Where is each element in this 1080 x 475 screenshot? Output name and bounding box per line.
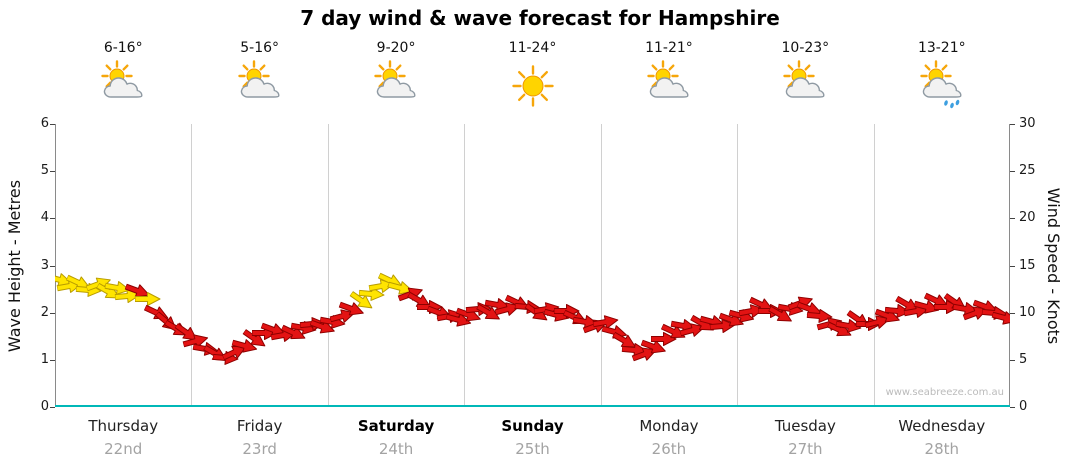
right-tick-mark (1010, 359, 1015, 361)
right-tick-mark (1010, 218, 1015, 220)
wind-arrow (806, 309, 833, 324)
day-date: 23rd (242, 440, 277, 458)
temperature-range: 5-16° (240, 40, 280, 56)
day-date: 28th (924, 440, 960, 458)
day-gridline (327, 124, 329, 407)
right-tick-mark (1010, 265, 1015, 267)
day-date: 26th (651, 440, 687, 458)
wind-arrow (991, 311, 1010, 325)
wind-arrow (884, 303, 911, 318)
wind-arrow (387, 281, 413, 295)
wind-arrow (309, 319, 335, 334)
right-tick-mark (1010, 407, 1015, 408)
day-date: 22nd (104, 440, 143, 458)
wind-arrow (640, 339, 667, 354)
day-gridline (873, 124, 875, 407)
day-name: Tuesday (774, 417, 836, 435)
day-name: Monday (639, 417, 699, 435)
wind-arrow (328, 309, 355, 324)
right-tick-mark (1010, 312, 1015, 314)
right-tick-mark (1010, 171, 1015, 173)
sun-cloud-icon (644, 60, 694, 110)
wind-arrow (231, 338, 258, 353)
day-gridline (191, 124, 193, 407)
sun-cloud-rain-icon (917, 60, 967, 110)
day-name: Wednesday (898, 417, 986, 435)
wind-arrow (631, 347, 657, 362)
wind-arrow (612, 331, 636, 348)
wind-arrow (174, 323, 197, 341)
day-gridline (600, 124, 602, 407)
wind-arrow (182, 334, 209, 348)
x-axis-line (55, 405, 1010, 407)
temperature-range: 13-21° (917, 40, 966, 56)
chart-title: 7 day wind & wave forecast for Hampshire (300, 6, 780, 30)
wind-arrow (718, 312, 745, 327)
wind-arrow (767, 305, 792, 322)
day-gridline (464, 124, 466, 407)
right-axis-label: Wind Speed - Knots (1044, 187, 1063, 345)
right-axis-line (1009, 124, 1010, 407)
day-name: Saturday (357, 417, 435, 435)
day-name: Thursday (88, 417, 159, 435)
wind-arrow (338, 301, 364, 316)
wind-arrow (660, 323, 686, 338)
sun-cloud-icon (98, 60, 148, 110)
day-date: 27th (788, 440, 823, 458)
temperature-range: 11-21° (645, 40, 693, 56)
wind-arrow (367, 279, 394, 294)
day-name: Friday (236, 417, 283, 435)
sun-icon (508, 60, 558, 110)
temperature-range: 10-23° (781, 40, 830, 56)
sun-cloud-icon (780, 60, 830, 110)
sun-cloud-icon (371, 60, 421, 110)
wind-arrow (864, 315, 891, 330)
wind-arrow (104, 281, 131, 295)
wind-arrow (349, 291, 373, 309)
day-name: Sunday (501, 417, 564, 435)
wind-arrow (280, 324, 306, 339)
left-axis-label: Wave Height - Metres (5, 179, 24, 353)
day-date: 25th (515, 440, 550, 458)
wind-arrow (494, 302, 521, 316)
watermark: www.seabreeze.com.au (885, 387, 1004, 398)
left-tick-mark (50, 407, 55, 408)
temperature-range: 6-16° (103, 40, 143, 56)
wind-arrow (874, 309, 900, 323)
wind-arrow (708, 318, 735, 333)
wind-arrow (591, 315, 618, 330)
day-date: 24th (378, 440, 414, 458)
wind-arrow (835, 318, 862, 333)
wind-arrow (221, 346, 247, 361)
wind-arrow (651, 332, 677, 347)
temperature-range: 9-20° (376, 40, 416, 56)
wind-arrow (445, 313, 472, 327)
wind-arrow (679, 322, 706, 337)
plot-area (55, 124, 1010, 407)
left-axis-line (55, 124, 56, 407)
wind-arrow (134, 291, 161, 306)
temperature-range: 11-24° (508, 40, 557, 56)
wind-arrow (913, 300, 940, 314)
sun-cloud-icon (235, 60, 285, 110)
right-tick-mark (1010, 124, 1015, 125)
wind-arrow (475, 303, 500, 320)
day-gridline (737, 124, 739, 407)
